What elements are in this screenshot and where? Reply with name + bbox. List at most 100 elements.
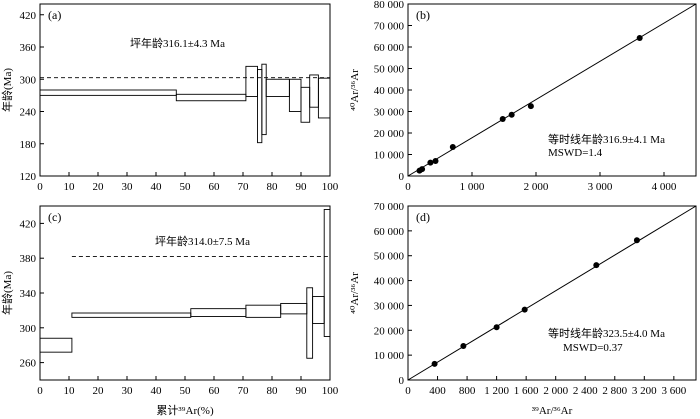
x-tick-label: 70 — [238, 385, 250, 397]
y-tick-label: 50 000 — [374, 251, 405, 263]
x-tick-label: 4 000 — [652, 181, 677, 193]
y-tick-label: 300 — [20, 74, 37, 86]
age-step-box — [323, 209, 331, 337]
x-tick-label: 1 600 — [514, 385, 539, 397]
x-tick-label: 2 000 — [524, 181, 549, 193]
y-tick-label: 50 000 — [374, 64, 405, 76]
age-step-box — [265, 78, 290, 97]
age-step-box — [190, 308, 247, 317]
x-tick-label: 400 — [429, 385, 446, 397]
age-step-box — [312, 296, 325, 324]
isochron-line — [407, 3, 697, 177]
x-tick-label: 2 000 — [543, 385, 568, 397]
isochron-annotation: MSWD=0.37 — [563, 342, 623, 354]
y-tick-label: 60 000 — [374, 42, 405, 54]
y-tick-label: 60 000 — [374, 226, 405, 238]
y-tick-label: 10 000 — [374, 150, 405, 162]
x-tick-label: 10 — [64, 181, 76, 193]
y-tick-label: 40 000 — [374, 85, 405, 97]
x-tick-label: 50 — [180, 385, 192, 397]
x-tick-label: 100 — [322, 385, 339, 397]
y-tick-label: 0 — [399, 171, 405, 183]
plot-frame — [39, 205, 331, 381]
age-step-box — [257, 69, 263, 144]
isochron-annotation: 等时线年龄316.9±4.1 Ma — [548, 132, 665, 146]
y-tick-label: 30 000 — [374, 300, 405, 312]
data-point — [449, 143, 456, 150]
x-tick-label: 0 — [405, 181, 411, 193]
y-tick-label: 20 000 — [374, 128, 405, 140]
y-axis-title: 年龄(Ma) — [0, 271, 14, 315]
x-tick-label: 90 — [296, 181, 308, 193]
x-tick-label: 0 — [37, 181, 43, 193]
y-tick-label: 20 000 — [374, 325, 405, 337]
y-tick-label: 360 — [20, 42, 37, 54]
x-tick-label: 80 — [267, 181, 279, 193]
x-axis-title: 累计³⁹Ar(%) — [156, 404, 214, 417]
data-point — [431, 360, 438, 367]
x-tick-label: 1 000 — [460, 181, 485, 193]
data-point — [419, 166, 426, 173]
age-step-box — [300, 86, 311, 123]
x-tick-label: 30 — [122, 385, 134, 397]
y-tick-label: 70 000 — [374, 201, 405, 213]
age-step-box — [317, 77, 331, 119]
y-tick-label: 380 — [20, 253, 37, 265]
age-step-box — [261, 63, 267, 136]
plot-frame — [407, 205, 697, 381]
age-step-box — [39, 89, 177, 96]
panel-label: (b) — [416, 8, 430, 22]
y-tick-label: 180 — [20, 139, 37, 151]
x-tick-label: 20 — [93, 385, 105, 397]
y-axis-title: ⁴⁰Ar/³⁶Ar — [349, 272, 361, 314]
x-tick-label: 100 — [322, 181, 339, 193]
y-tick-label: 420 — [20, 218, 37, 230]
x-tick-label: 0 — [37, 385, 43, 397]
y-tick-label: 300 — [20, 323, 37, 335]
age-step-box — [245, 304, 282, 318]
y-axis-title: 年龄(Ma) — [0, 68, 14, 112]
data-point — [427, 159, 434, 166]
x-tick-label: 30 — [122, 181, 134, 193]
y-tick-label: 40 000 — [374, 276, 405, 288]
panel-label: (d) — [416, 210, 430, 224]
y-axis-title: ⁴⁰Ar/³⁶Ar — [349, 69, 361, 111]
x-tick-label: 80 — [267, 385, 279, 397]
y-tick-label: 30 000 — [374, 107, 405, 119]
age-step-box — [39, 337, 73, 353]
age-step-box — [71, 312, 192, 318]
x-tick-label: 800 — [459, 385, 476, 397]
y-tick-label: 340 — [20, 288, 37, 300]
age-step-box — [280, 302, 308, 315]
x-tick-label: 3 600 — [661, 385, 686, 397]
x-tick-label: 90 — [296, 385, 308, 397]
x-tick-label: 70 — [238, 181, 250, 193]
data-point — [633, 237, 640, 244]
isochron-annotation: 等时线年龄323.5±4.0 Ma — [548, 326, 665, 340]
data-point — [593, 262, 600, 269]
x-tick-label: 60 — [209, 181, 221, 193]
y-tick-label: 120 — [20, 171, 37, 183]
x-axis-title: ³⁹Ar/³⁶Ar — [532, 405, 573, 417]
x-tick-label: 3 200 — [632, 385, 657, 397]
data-point — [499, 116, 506, 123]
age-step-box — [306, 287, 314, 359]
y-tick-label: 260 — [20, 358, 37, 370]
data-point — [508, 111, 515, 118]
data-point — [527, 103, 534, 110]
x-tick-label: 20 — [93, 181, 105, 193]
x-tick-label: 3 000 — [588, 181, 613, 193]
data-point — [521, 306, 528, 313]
y-tick-label: 70 000 — [374, 21, 405, 33]
age-step-box — [309, 74, 319, 108]
x-tick-label: 2 800 — [602, 385, 627, 397]
data-point — [493, 324, 500, 331]
x-tick-label: 50 — [180, 181, 192, 193]
x-tick-label: 10 — [64, 385, 76, 397]
y-tick-label: 10 000 — [374, 350, 405, 362]
y-tick-label: 240 — [20, 107, 37, 119]
panel-label: (c) — [48, 210, 61, 224]
data-point — [460, 342, 467, 349]
x-tick-label: 0 — [405, 385, 411, 397]
